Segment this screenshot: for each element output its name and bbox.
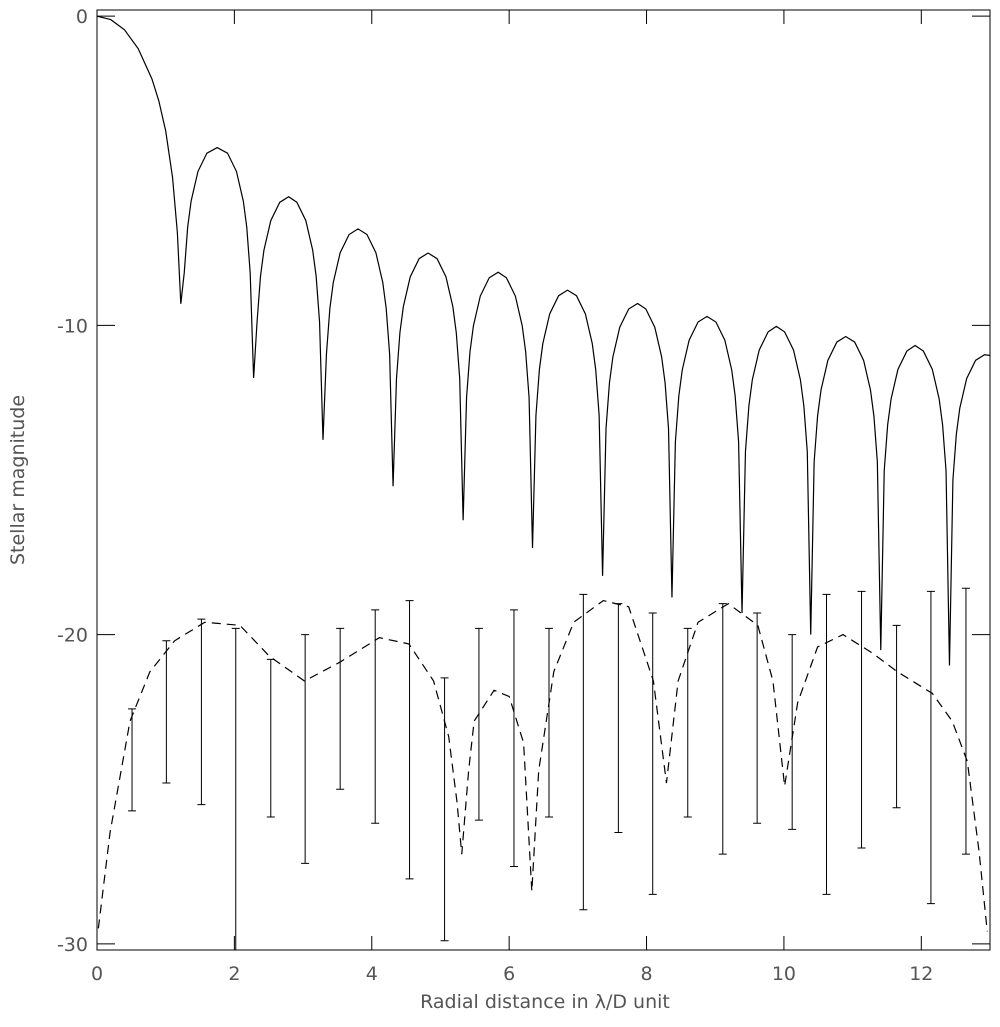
x-tick-label: 2 xyxy=(228,963,240,985)
error-bar xyxy=(128,708,137,812)
error-bar xyxy=(926,590,935,905)
error-bar xyxy=(753,612,762,824)
y-tick-label: -30 xyxy=(57,934,88,956)
x-axis-label: Radial distance in λ/D unit xyxy=(420,991,670,1013)
error-bar xyxy=(788,634,797,830)
error-bar xyxy=(648,612,657,895)
error-bar xyxy=(718,603,727,855)
error-bar xyxy=(197,618,206,806)
error-bar xyxy=(440,677,449,942)
plot-frame xyxy=(96,9,991,951)
error-bar xyxy=(892,624,901,809)
error-bar xyxy=(162,640,171,784)
x-tick-label: 12 xyxy=(909,963,933,985)
y-axis-label: Stellar magnitude xyxy=(7,395,29,565)
error-bar xyxy=(405,600,414,880)
error-bar xyxy=(579,593,588,911)
error-bar xyxy=(544,627,553,818)
error-bar xyxy=(683,627,692,818)
x-tick-label: 8 xyxy=(640,963,652,985)
error-bar xyxy=(857,590,866,849)
error-bar xyxy=(371,609,380,824)
error-bar xyxy=(822,593,831,895)
solid-curve xyxy=(96,15,991,666)
error-bar xyxy=(336,627,345,790)
x-tick-label: 10 xyxy=(772,963,796,985)
y-tick-label: -10 xyxy=(57,315,88,337)
error-bar xyxy=(266,658,275,818)
error-bar xyxy=(961,587,970,855)
y-tick-label: 0 xyxy=(76,6,88,28)
x-tick-label: 0 xyxy=(91,963,103,985)
error-bar xyxy=(614,603,623,833)
error-bar xyxy=(301,634,310,864)
x-tick-label: 4 xyxy=(366,963,378,985)
dashed-curve xyxy=(97,599,988,932)
error-bar xyxy=(509,609,518,868)
error-bar xyxy=(474,627,483,821)
y-tick-label: -20 xyxy=(57,625,88,647)
x-tick-label: 6 xyxy=(503,963,515,985)
error-bar xyxy=(231,627,240,951)
